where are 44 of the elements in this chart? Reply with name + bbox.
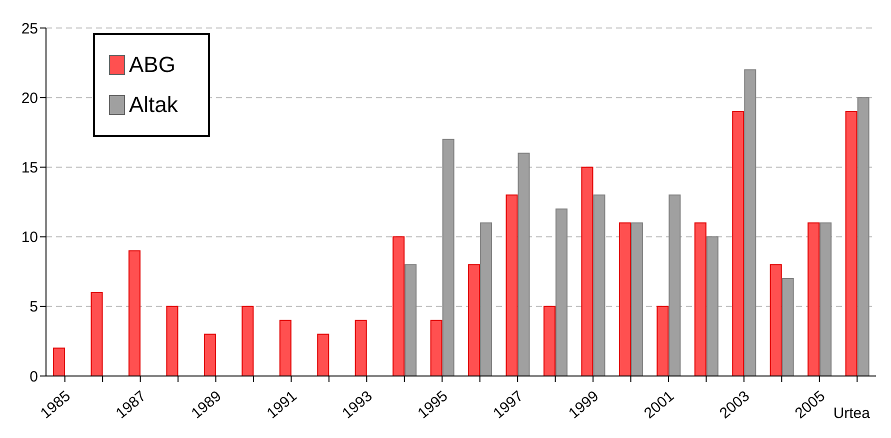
bar — [53, 348, 66, 376]
bar — [480, 222, 492, 376]
y-tick-label: 15 — [21, 160, 38, 177]
bar — [630, 222, 643, 376]
bar — [279, 320, 292, 376]
bar — [808, 222, 820, 376]
bar — [544, 306, 556, 376]
bar — [857, 97, 870, 376]
legend-label: Altak — [129, 92, 178, 118]
bar — [706, 236, 718, 376]
bar — [128, 250, 140, 376]
bar — [694, 222, 706, 376]
bar — [442, 138, 454, 376]
bar — [618, 222, 631, 376]
bar — [656, 306, 669, 376]
y-tick-label: 0 — [30, 368, 38, 386]
bar — [732, 111, 744, 376]
bar — [242, 306, 254, 376]
bar — [204, 334, 216, 376]
y-tick-label: 25 — [21, 20, 38, 38]
bar — [317, 334, 330, 376]
bar — [770, 264, 782, 376]
bar — [782, 278, 794, 376]
bar — [820, 222, 832, 376]
bar — [404, 264, 417, 376]
bar — [354, 320, 367, 376]
bar — [556, 208, 568, 376]
bar — [593, 194, 606, 376]
bar — [468, 264, 480, 376]
legend-label: ABG — [129, 52, 176, 78]
bar — [506, 194, 518, 376]
x-axis-title: Urtea — [833, 405, 871, 422]
bar — [668, 194, 681, 376]
y-tick-label: 5 — [30, 298, 38, 316]
bar — [392, 236, 405, 376]
bar — [581, 166, 594, 376]
bar — [518, 152, 530, 376]
bar — [845, 111, 858, 376]
bar — [744, 69, 756, 376]
y-tick-label: 20 — [21, 90, 38, 107]
y-tick-label: 10 — [21, 229, 38, 246]
bar — [430, 320, 442, 376]
bar — [166, 306, 178, 376]
bar — [90, 292, 103, 376]
